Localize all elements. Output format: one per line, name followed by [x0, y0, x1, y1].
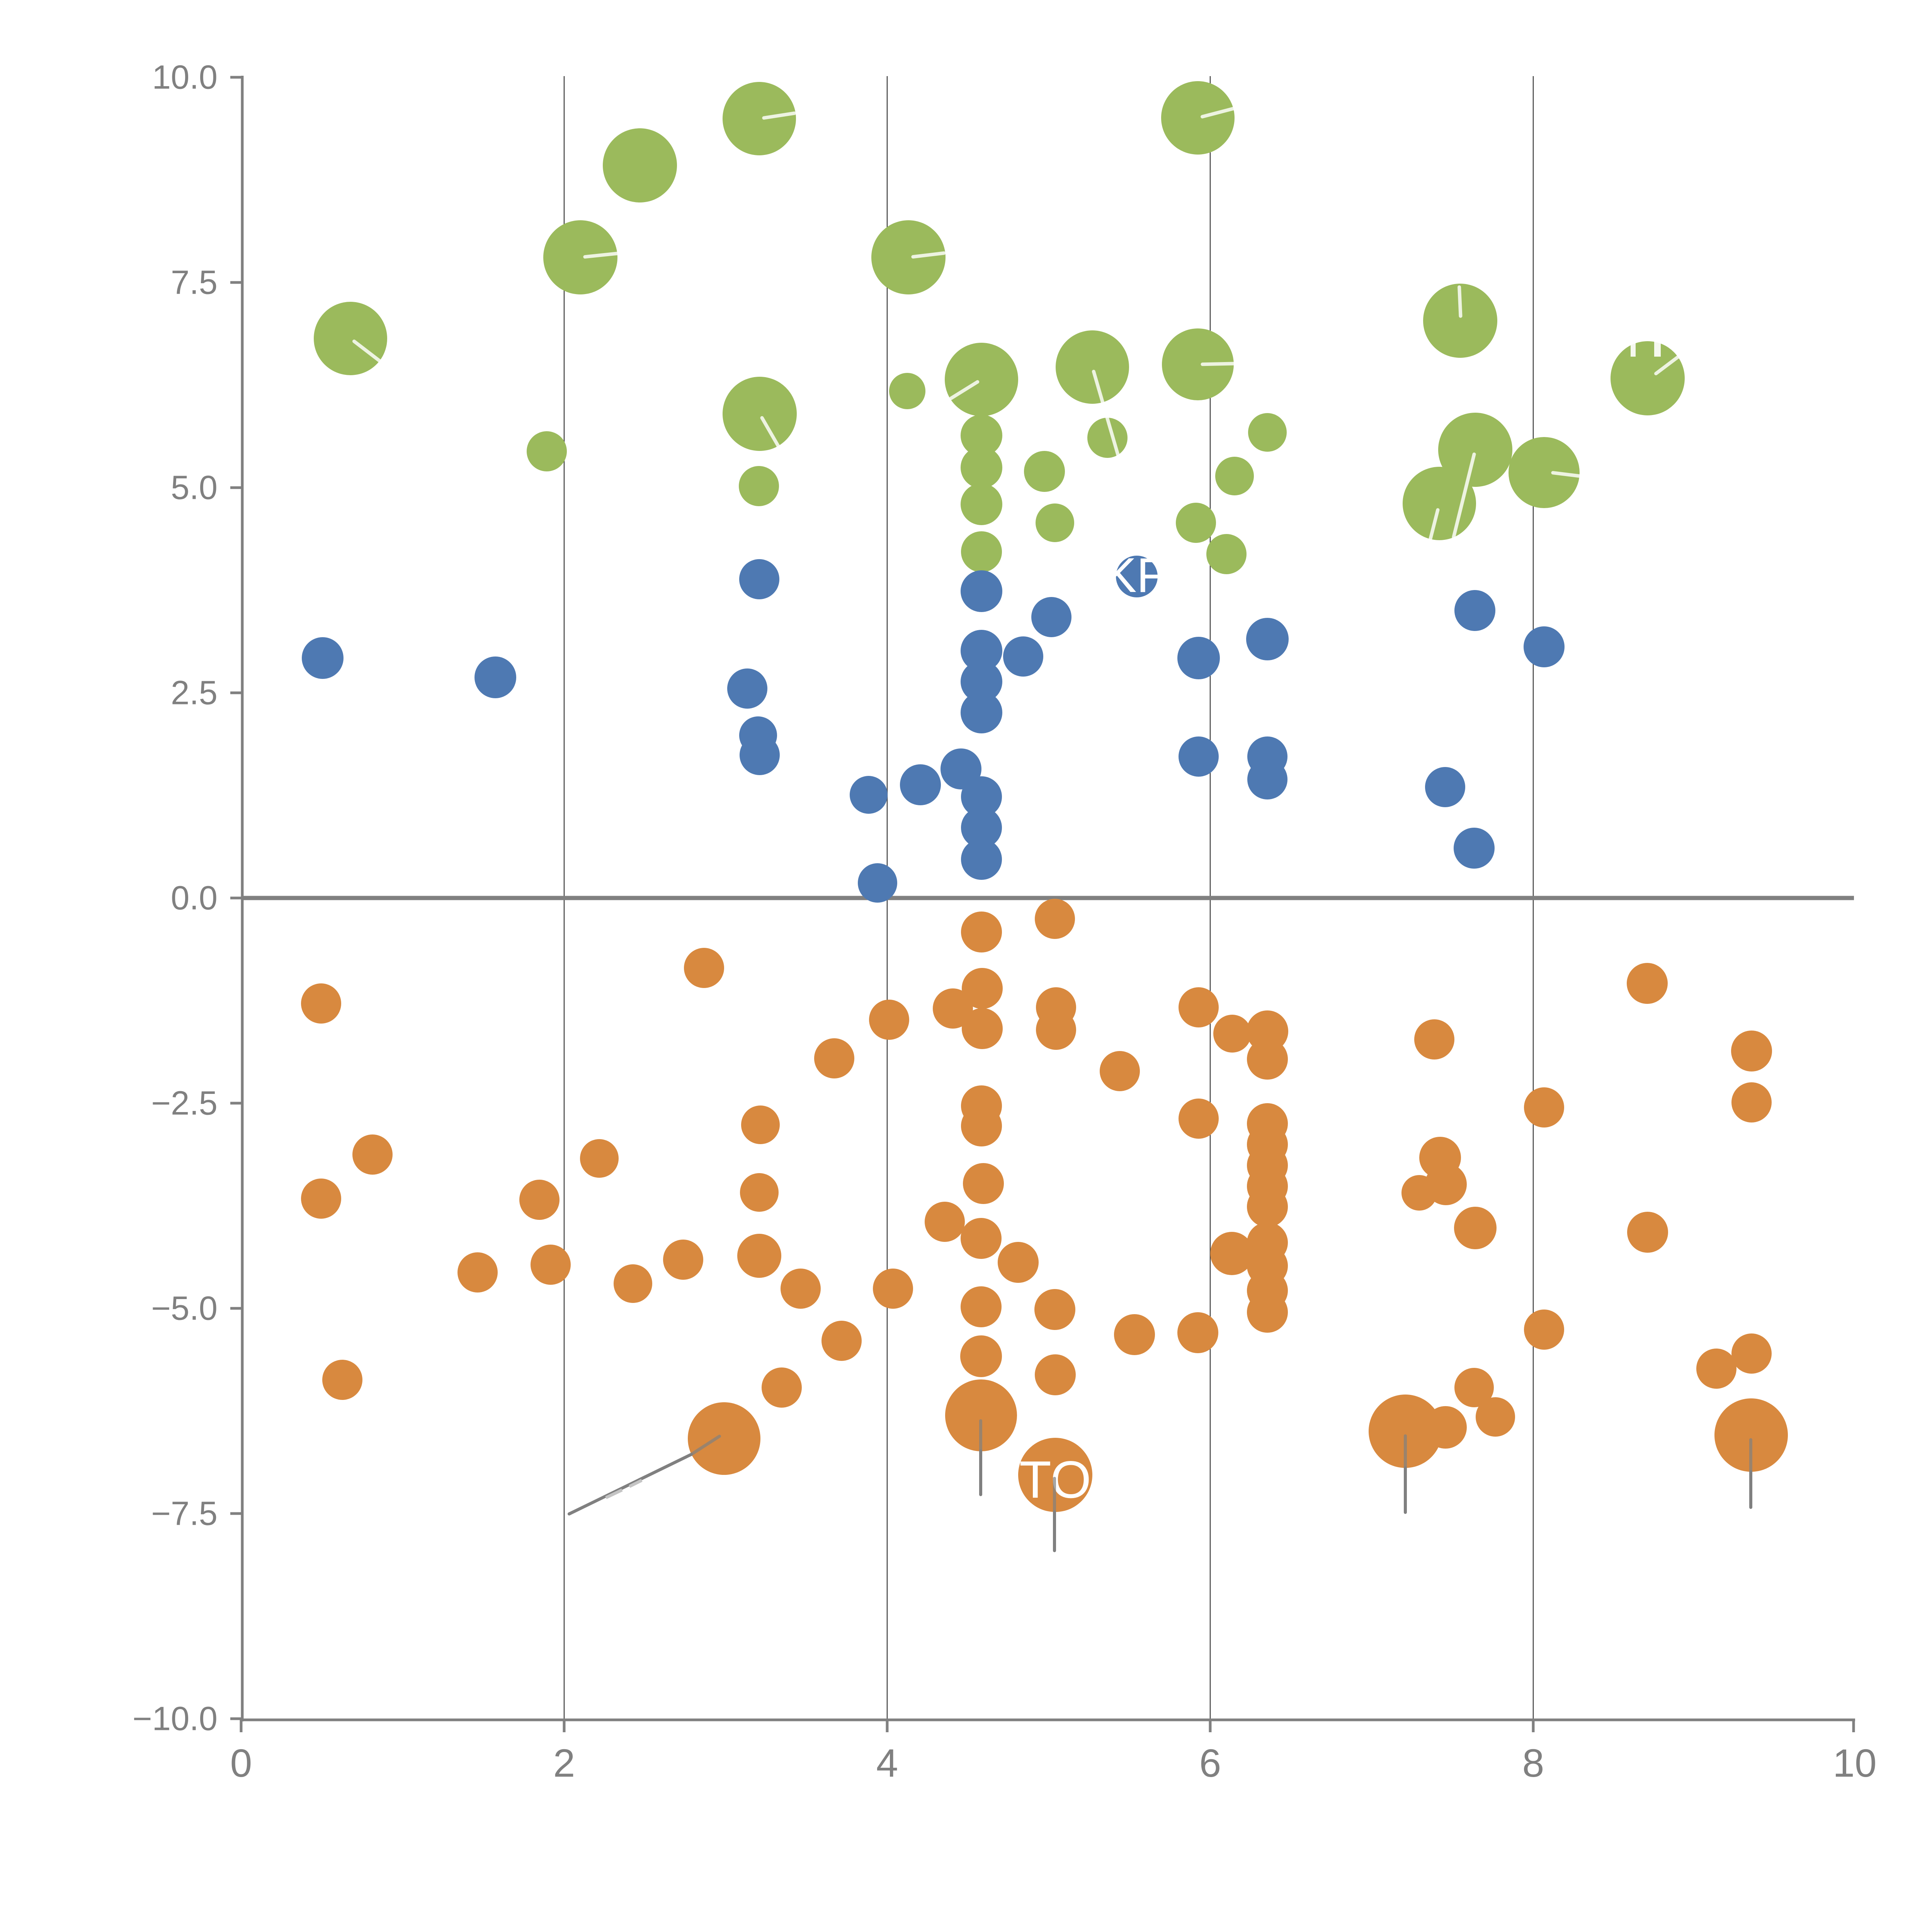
- svg-text:5.0: 5.0: [171, 469, 218, 507]
- svg-text:10.0: 10.0: [152, 59, 218, 96]
- svg-text:−2.5: −2.5: [151, 1085, 218, 1122]
- svg-text:KF: KF: [1104, 548, 1166, 602]
- svg-text:−7.5: −7.5: [151, 1495, 218, 1532]
- svg-text:0: 0: [230, 1741, 252, 1785]
- svg-text:−10.0: −10.0: [133, 1700, 218, 1738]
- svg-text:2: 2: [553, 1741, 575, 1785]
- svg-text:6: 6: [1199, 1741, 1221, 1785]
- svg-text:−5.0: −5.0: [151, 1290, 218, 1327]
- svg-text:4: 4: [876, 1741, 898, 1785]
- svg-text:10: 10: [1833, 1741, 1876, 1785]
- svg-text:2.5: 2.5: [171, 674, 218, 712]
- svg-text:0.0: 0.0: [171, 879, 218, 917]
- svg-text:8: 8: [1522, 1741, 1544, 1785]
- svg-text:7.5: 7.5: [171, 264, 218, 301]
